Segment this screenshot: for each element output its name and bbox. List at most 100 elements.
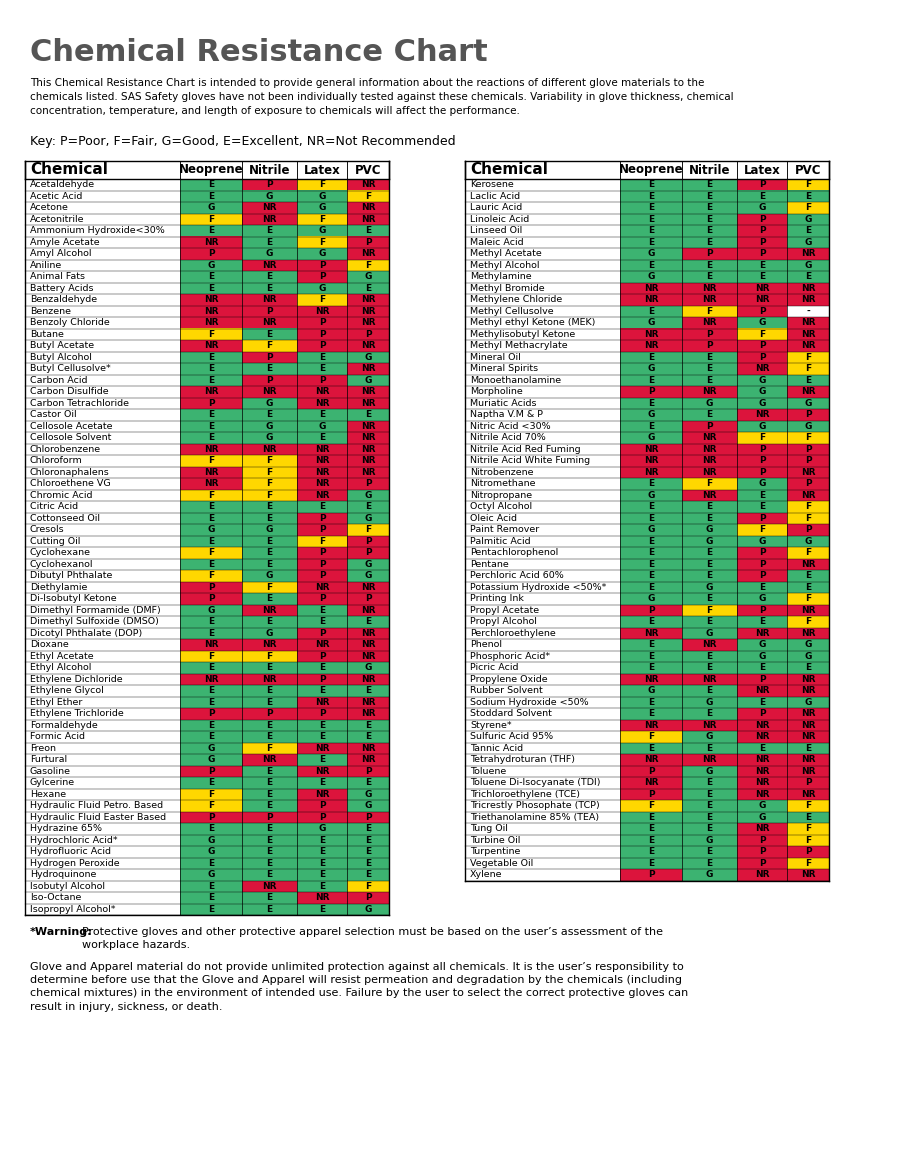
Bar: [682, 777, 737, 789]
Bar: [180, 800, 242, 812]
Bar: [465, 708, 620, 719]
Bar: [25, 835, 180, 846]
Text: NR: NR: [262, 675, 277, 684]
Text: Nitrile Acid 70%: Nitrile Acid 70%: [470, 434, 545, 443]
Text: E: E: [706, 859, 713, 868]
Bar: [242, 823, 297, 835]
Text: F: F: [208, 330, 214, 339]
Text: Methyl Cellusolve: Methyl Cellusolve: [470, 307, 554, 316]
Text: E: E: [266, 559, 273, 568]
Bar: [347, 179, 389, 190]
Text: P: P: [208, 582, 214, 591]
Bar: [620, 685, 682, 696]
Bar: [737, 766, 787, 777]
Text: E: E: [706, 778, 713, 787]
Bar: [242, 306, 297, 317]
Text: G: G: [647, 364, 654, 374]
Bar: [25, 719, 180, 731]
Bar: [297, 329, 347, 340]
Text: NR: NR: [361, 445, 375, 454]
Text: G: G: [706, 732, 713, 741]
Bar: [787, 823, 829, 835]
Bar: [180, 673, 242, 685]
Bar: [737, 846, 787, 858]
Bar: [620, 294, 682, 306]
Text: E: E: [706, 364, 713, 374]
Text: E: E: [208, 284, 214, 293]
Text: NR: NR: [755, 284, 770, 293]
Text: F: F: [319, 295, 325, 304]
Text: F: F: [266, 341, 273, 351]
Text: F: F: [208, 548, 214, 557]
Text: E: E: [364, 617, 371, 626]
Text: Perchloric Acid 60%: Perchloric Acid 60%: [470, 571, 563, 580]
Text: E: E: [266, 721, 273, 730]
Text: E: E: [208, 191, 214, 201]
Text: E: E: [266, 790, 273, 799]
Bar: [180, 789, 242, 800]
Text: E: E: [759, 261, 765, 270]
Bar: [347, 570, 389, 581]
Text: Methylisobutyl Ketone: Methylisobutyl Ketone: [470, 330, 575, 339]
Bar: [465, 213, 620, 225]
Text: E: E: [648, 663, 654, 672]
Text: G: G: [805, 214, 812, 224]
Bar: [787, 708, 829, 719]
Bar: [242, 558, 297, 570]
Text: Methyl Bromide: Methyl Bromide: [470, 284, 544, 293]
Text: G: G: [647, 686, 654, 695]
Bar: [180, 444, 242, 455]
Text: Hydraulic Fluid Easter Based: Hydraulic Fluid Easter Based: [30, 813, 166, 822]
Text: G: G: [266, 434, 274, 443]
Bar: [787, 352, 829, 363]
Bar: [180, 662, 242, 673]
Bar: [297, 225, 347, 236]
Text: G: G: [266, 249, 274, 258]
Text: NR: NR: [203, 295, 218, 304]
Bar: [465, 190, 620, 202]
Bar: [180, 306, 242, 317]
Bar: [180, 766, 242, 777]
Bar: [25, 593, 180, 604]
Bar: [620, 558, 682, 570]
Bar: [737, 535, 787, 547]
Text: G: G: [319, 284, 326, 293]
Text: NR: NR: [702, 387, 716, 397]
Text: F: F: [805, 859, 811, 868]
Bar: [787, 317, 829, 329]
Text: E: E: [648, 859, 654, 868]
Text: G: G: [364, 514, 372, 522]
Bar: [297, 202, 347, 213]
Text: P: P: [208, 594, 214, 603]
Bar: [242, 398, 297, 409]
Text: P: P: [706, 330, 713, 339]
Bar: [787, 570, 829, 581]
Text: F: F: [208, 457, 214, 466]
Text: E: E: [266, 698, 273, 707]
Bar: [620, 352, 682, 363]
Text: P: P: [648, 767, 654, 776]
Text: Di-Isobutyl Ketone: Di-Isobutyl Ketone: [30, 594, 117, 603]
Bar: [620, 248, 682, 259]
Text: Hydrogen Peroxide: Hydrogen Peroxide: [30, 859, 120, 868]
Bar: [620, 639, 682, 650]
Text: Cellosole Solvent: Cellosole Solvent: [30, 434, 112, 443]
Text: E: E: [648, 813, 654, 822]
Bar: [620, 581, 682, 593]
Bar: [620, 616, 682, 627]
Bar: [297, 662, 347, 673]
Bar: [180, 213, 242, 225]
Text: Toluene Di-Isocyanate (TDI): Toluene Di-Isocyanate (TDI): [470, 778, 600, 787]
Text: E: E: [319, 836, 325, 845]
Bar: [787, 213, 829, 225]
Text: Nitrile Acid White Fuming: Nitrile Acid White Fuming: [470, 457, 590, 466]
Text: E: E: [266, 594, 273, 603]
Text: F: F: [805, 594, 811, 603]
Text: E: E: [364, 871, 371, 880]
Bar: [347, 432, 389, 444]
Bar: [25, 467, 180, 478]
Bar: [682, 673, 737, 685]
Text: PVC: PVC: [795, 164, 821, 176]
Bar: [242, 627, 297, 639]
Bar: [465, 179, 620, 190]
